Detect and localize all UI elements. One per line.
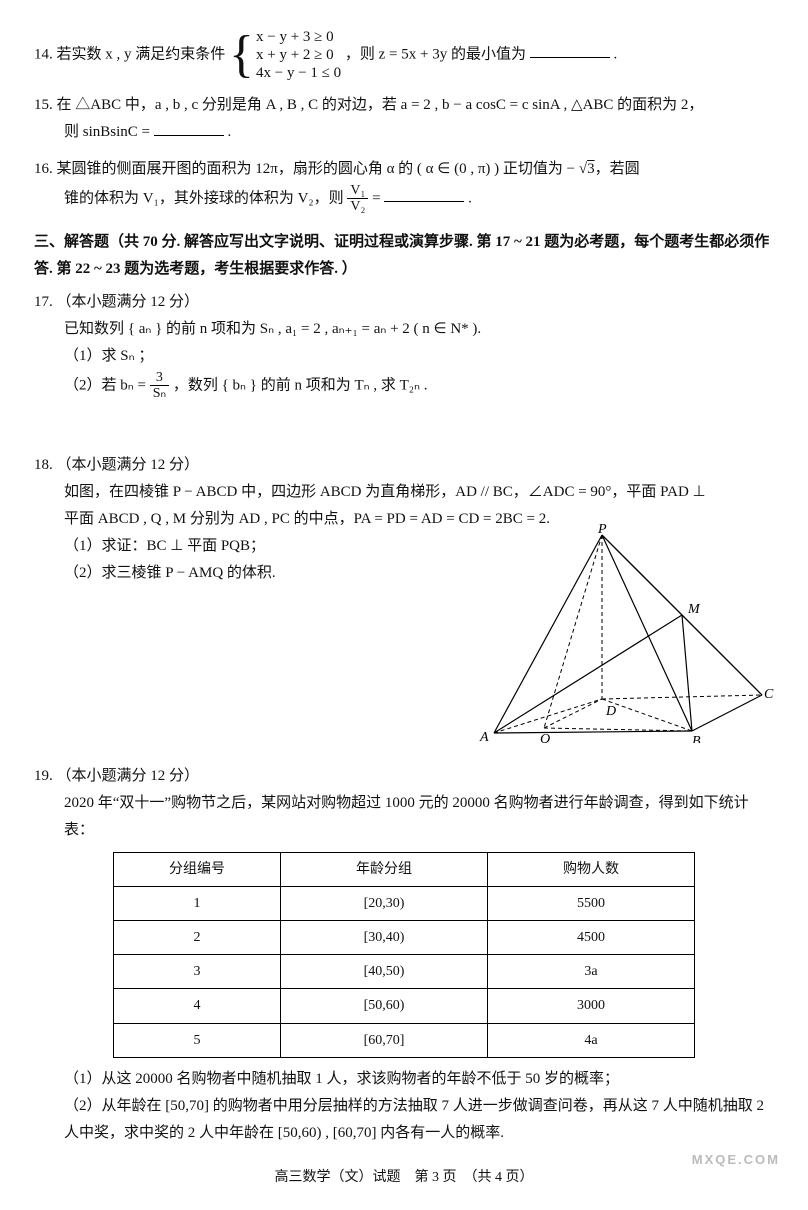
q17-part2a: （2）若 bₙ =	[64, 377, 150, 393]
cell: [60,70]	[281, 1023, 488, 1057]
question-15: 15. 在 △ABC 中，a , b , c 分别是角 A , B , C 的对…	[34, 92, 774, 146]
watermark: MXQE.COM	[692, 1148, 780, 1171]
cell: 4500	[488, 920, 695, 954]
q16-blank	[384, 186, 464, 202]
th-group: 分组编号	[114, 852, 281, 886]
cell: 4	[114, 989, 281, 1023]
q15-number: 15.	[34, 97, 53, 113]
label-D: D	[605, 704, 616, 719]
q16-line2a: 锥的体积为 V₁，其外接球的体积为 V₂，则	[64, 190, 344, 206]
label-B: B	[692, 734, 701, 743]
question-16: 16. 某圆锥的侧面展开图的面积为 12π，扇形的圆心角 α 的 ( α ∈ (…	[34, 156, 774, 215]
table-row: 1 [20,30) 5500	[114, 886, 695, 920]
q15-line2: 则 sinBsinC =	[64, 124, 150, 140]
q18-figure: P M C B D Q A	[474, 523, 774, 753]
q14-number: 14.	[34, 46, 53, 62]
label-A: A	[479, 730, 489, 743]
cell: 5500	[488, 886, 695, 920]
q15-end: .	[227, 124, 231, 140]
label-Q: Q	[540, 732, 550, 743]
question-17: 17. （本小题满分 12 分） 已知数列 { aₙ } 的前 n 项和为 Sₙ…	[34, 289, 774, 402]
th-count: 购物人数	[488, 852, 695, 886]
q16-sqrt3: 3	[587, 161, 595, 177]
q14-system: { x − y + 3 ≥ 0 x + y + 2 ≥ 0 4x − y − 1…	[229, 28, 341, 82]
q14-end: .	[613, 46, 617, 62]
q16-line1b: ，若圆	[595, 161, 640, 177]
q16-line1: 某圆锥的侧面展开图的面积为 12π，扇形的圆心角 α 的 ( α ∈ (0 , …	[57, 161, 579, 177]
q16-eq: =	[372, 190, 384, 206]
table-row: 5 [60,70] 4a	[114, 1023, 695, 1057]
th-age: 年龄分组	[281, 852, 488, 886]
question-18: 18. （本小题满分 12 分） 如图，在四棱锥 P − ABCD 中，四边形 …	[34, 452, 774, 753]
q15-blank	[154, 120, 224, 136]
cell: 3000	[488, 989, 695, 1023]
cell: 5	[114, 1023, 281, 1057]
q19-part1: （1）从这 20000 名购物者中随机抽取 1 人，求该购物者的年龄不低于 50…	[64, 1066, 774, 1093]
q17-frac-den: Sₙ	[150, 385, 169, 401]
cell: 2	[114, 920, 281, 954]
q19-part2: （2）从年龄在 [50,70] 的购物者中用分层抽样的方法抽取 7 人进一步做调…	[64, 1093, 774, 1147]
q17-part1: （1）求 Sₙ ；	[64, 343, 774, 370]
cell: 3a	[488, 955, 695, 989]
q14-sys-line1: x − y + 3 ≥ 0	[256, 28, 341, 46]
q18-number: 18.	[34, 457, 53, 473]
q14-sys-line3: 4x − y − 1 ≤ 0	[256, 64, 341, 82]
label-C: C	[764, 687, 774, 702]
section-3-title: 三、解答题（共 70 分. 解答应写出文字说明、证明过程或演算步骤. 第 17 …	[34, 229, 774, 283]
cell: [50,60)	[281, 989, 488, 1023]
q18-points: （本小题满分 12 分）	[57, 457, 200, 473]
q17-fraction: 3 Sₙ	[150, 370, 169, 402]
q18-line1: 如图，在四棱锥 P − ABCD 中，四边形 ABCD 为直角梯形，AD // …	[64, 479, 774, 506]
q16-end: .	[468, 190, 472, 206]
cell: 3	[114, 955, 281, 989]
q14-tail: ，则 z = 5x + 3y 的最小值为	[345, 46, 526, 62]
q19-line1: 2020 年“双十一”购物节之后，某网站对购物超过 1000 元的 20000 …	[64, 790, 774, 844]
cell: 1	[114, 886, 281, 920]
q17-stem: 已知数列 { aₙ } 的前 n 项和为 Sₙ , a₁ = 2 , aₙ₊₁ …	[64, 316, 774, 343]
table-row: 2 [30,40) 4500	[114, 920, 695, 954]
q14-lead: 若实数 x , y 满足约束条件	[57, 46, 226, 62]
table-row: 3 [40,50) 3a	[114, 955, 695, 989]
q17-number: 17.	[34, 294, 53, 310]
q19-table: 分组编号 年龄分组 购物人数 1 [20,30) 5500 2 [30,40) …	[113, 852, 695, 1058]
q14-blank	[530, 42, 610, 58]
question-19: 19. （本小题满分 12 分） 2020 年“双十一”购物节之后，某网站对购物…	[34, 763, 774, 1147]
q15-line1: 在 △ABC 中，a , b , c 分别是角 A , B , C 的对边，若 …	[57, 97, 704, 113]
left-brace-icon: {	[229, 29, 254, 81]
q17-frac-num: 3	[150, 370, 169, 385]
label-P: P	[597, 523, 607, 537]
cell: [40,50)	[281, 955, 488, 989]
q14-sys-line2: x + y + 2 ≥ 0	[256, 46, 341, 64]
q16-frac-num: V₁	[347, 183, 368, 198]
table-header-row: 分组编号 年龄分组 购物人数	[114, 852, 695, 886]
q19-points: （本小题满分 12 分）	[57, 768, 200, 784]
q17-points: （本小题满分 12 分）	[57, 294, 200, 310]
table-row: 4 [50,60) 3000	[114, 989, 695, 1023]
q17-part2b: ，数列 { bₙ } 的前 n 项和为 Tₙ , 求 T₂ₙ .	[173, 377, 428, 393]
label-M: M	[687, 602, 701, 617]
q16-number: 16.	[34, 161, 53, 177]
cell: [30,40)	[281, 920, 488, 954]
q19-number: 19.	[34, 768, 53, 784]
question-14: 14. 若实数 x , y 满足约束条件 { x − y + 3 ≥ 0 x +…	[34, 28, 774, 82]
q16-frac-den: V₂	[347, 198, 368, 214]
q16-fraction: V₁ V₂	[347, 183, 368, 215]
cell: [20,30)	[281, 886, 488, 920]
cell: 4a	[488, 1023, 695, 1057]
page-footer: 高三数学（文）试题 第 3 页 （共 4 页）	[34, 1165, 774, 1190]
